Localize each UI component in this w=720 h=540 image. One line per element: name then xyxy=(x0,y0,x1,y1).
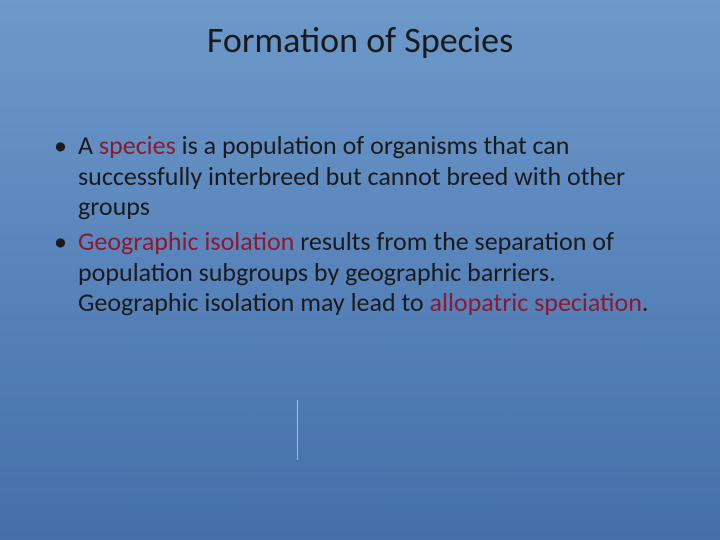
highlighted-term: species xyxy=(99,129,176,161)
bullet-text: . xyxy=(642,286,649,318)
bullet-item: Geographic isolation results from the se… xyxy=(48,226,672,318)
bullet-text: A xyxy=(78,129,99,161)
title-container: Formation of Species xyxy=(130,18,590,62)
slide-title: Formation of Species xyxy=(130,18,590,62)
bullet-list: A species is a population of organisms t… xyxy=(48,130,672,318)
divider-line xyxy=(297,400,298,460)
highlighted-term: Geographic isolation xyxy=(78,225,294,257)
highlighted-term: allopatric speciation xyxy=(430,286,642,318)
content-container: A species is a population of organisms t… xyxy=(48,130,672,322)
bullet-item: A species is a population of organisms t… xyxy=(48,130,672,222)
slide: Formation of Species A species is a popu… xyxy=(0,0,720,540)
